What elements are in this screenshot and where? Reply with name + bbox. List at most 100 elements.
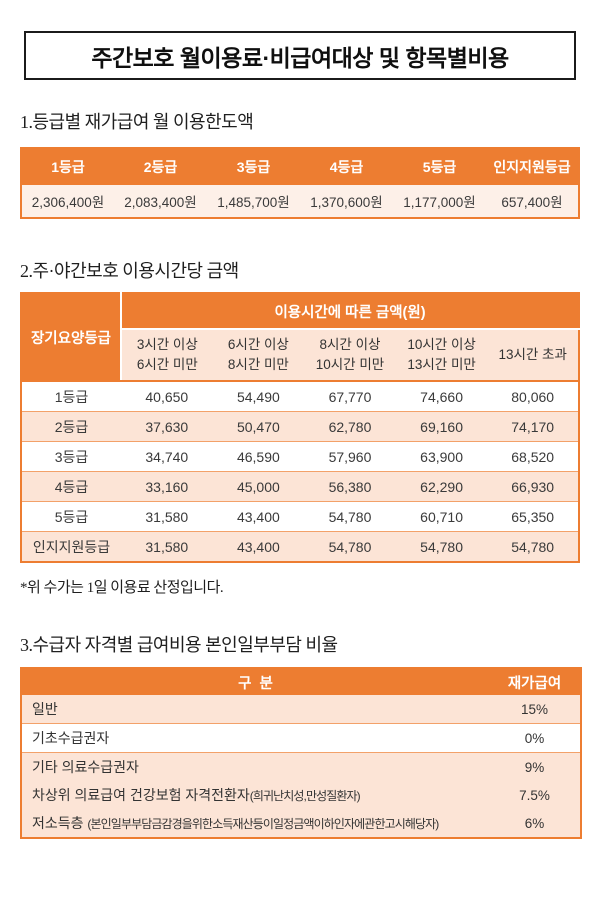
limit-value: 657,400원 [486, 185, 579, 218]
time-range-header: 13시간 초과 [487, 329, 579, 382]
table-row: 차상위 의료급여 건강보험 자격전환자(희귀난치성,만성질환자) 7.5% [21, 781, 581, 809]
page-title-box: 주간보호 월이용료·비급여대상 및 항목별비용 [24, 31, 576, 80]
grade-header: 5등급 [393, 148, 486, 185]
fee-value: 54,780 [487, 531, 579, 562]
document-page: 주간보호 월이용료·비급여대상 및 항목별비용 1.등급별 재가급여 월 이용한… [0, 31, 600, 839]
fee-value: 37,630 [121, 411, 213, 442]
grade-label: 5등급 [21, 501, 121, 532]
table-row: 인지지원등급 31,580 43,400 54,780 54,780 54,78… [21, 531, 579, 562]
table-row: 기초수급권자 0% [21, 723, 581, 753]
fee-value: 67,770 [304, 381, 396, 412]
grade-label: 인지지원등급 [21, 531, 121, 562]
category-sub-label: (희귀난치성,만성질환자) [249, 789, 361, 803]
table-row: 2,306,400원 2,083,400원 1,485,700원 1,370,6… [21, 185, 579, 218]
limit-value: 1,485,700원 [207, 185, 300, 218]
fee-value: 54,780 [395, 531, 488, 562]
fee-value: 74,660 [395, 381, 488, 412]
fee-value: 45,000 [212, 471, 305, 502]
fee-value: 68,520 [487, 441, 579, 472]
time-range-header: 6시간 이상 8시간 미만 [212, 329, 305, 382]
table-subheader-row: 3시간 이상 6시간 미만 6시간 이상 8시간 미만 8시간 이상 10시간 … [21, 329, 579, 382]
ratio-value: 0% [489, 723, 581, 753]
fee-value: 46,590 [212, 441, 305, 472]
time-range-line1: 13시간 초과 [498, 347, 567, 362]
ratio-value: 9% [489, 752, 581, 781]
limit-value: 2,306,400원 [21, 185, 114, 218]
fee-value: 62,290 [395, 471, 488, 502]
section1-heading: 1.등급별 재가급여 월 이용한도액 [20, 112, 254, 132]
time-range-header: 8시간 이상 10시간 미만 [304, 329, 396, 382]
fee-value: 33,160 [121, 471, 213, 502]
time-range-line1: 6시간 이상 [227, 337, 289, 352]
page-title: 주간보호 월이용료·비급여대상 및 항목별비용 [91, 44, 509, 71]
time-range-line2: 6시간 미만 [136, 357, 198, 372]
table-header-row: 1등급 2등급 3등급 4등급 5등급 인지지원등급 [21, 148, 579, 185]
table-row: 일반 15% [21, 695, 581, 724]
category-main-label: 차상위 의료급여 건강보험 자격전환자 [32, 787, 250, 803]
time-range-line2: 13시간 미만 [407, 357, 476, 372]
ratio-value: 7.5% [489, 781, 581, 809]
grade-header: 1등급 [21, 148, 114, 185]
limit-value: 1,177,000원 [393, 185, 486, 218]
fee-value: 65,350 [487, 501, 579, 532]
category-label: 저소득층 (본인일부부담금감경을위한소득재산등이일정금액이하인자에관한고시해당자… [21, 809, 489, 838]
table-row: 1등급 40,650 54,490 67,770 74,660 80,060 [21, 381, 579, 412]
table-row: 5등급 31,580 43,400 54,780 60,710 65,350 [21, 501, 579, 532]
category-main-label: 기초수급권자 [32, 730, 110, 746]
grade-header: 2등급 [114, 148, 207, 185]
category-main-label: 일반 [32, 701, 58, 717]
table-row: 4등급 33,160 45,000 56,380 62,290 66,930 [21, 471, 579, 502]
category-label: 기타 의료수급권자 [21, 752, 489, 781]
homecare-benefit-header: 재가급여 [489, 668, 581, 695]
category-main-label: 저소득층 [32, 815, 88, 831]
fee-value: 60,710 [395, 501, 488, 532]
fee-group-header: 이용시간에 따른 금액(원) [121, 293, 579, 330]
monthly-limit-table: 1등급 2등급 3등급 4등급 5등급 인지지원등급 2,306,400원 2,… [20, 147, 580, 219]
fee-value: 54,780 [304, 531, 396, 562]
limit-value: 1,370,600원 [300, 185, 393, 218]
limit-value: 2,083,400원 [114, 185, 207, 218]
fee-value: 43,400 [212, 531, 305, 562]
fee-value: 62,780 [304, 411, 396, 442]
category-main-label: 기타 의료수급권자 [32, 759, 139, 775]
category-label: 일반 [21, 695, 489, 724]
grade-label: 4등급 [21, 471, 121, 502]
grade-header: 3등급 [207, 148, 300, 185]
fee-value: 43,400 [212, 501, 305, 532]
category-label: 차상위 의료급여 건강보험 자격전환자(희귀난치성,만성질환자) [21, 781, 489, 809]
category-label: 기초수급권자 [21, 723, 489, 753]
fee-value: 34,740 [121, 441, 213, 472]
time-range-line1: 3시간 이상 [136, 337, 198, 352]
fee-value: 54,780 [304, 501, 396, 532]
table-row: 2등급 37,630 50,470 62,780 69,160 74,170 [21, 411, 579, 442]
copay-ratio-table: 구 분 재가급여 일반 15% 기초수급권자 0% 기타 의료수급권자 9% 차… [20, 667, 582, 839]
fee-value: 63,900 [395, 441, 488, 472]
fee-value: 31,580 [121, 531, 213, 562]
daily-fee-note: *위 수가는 1일 이용료 산정입니다. [20, 580, 224, 596]
ratio-value: 6% [489, 809, 581, 838]
grade-label: 1등급 [21, 381, 121, 412]
table-row: 3등급 34,740 46,590 57,960 63,900 68,520 [21, 441, 579, 472]
grade-label: 2등급 [21, 411, 121, 442]
fee-value: 54,490 [212, 381, 305, 412]
time-range-header: 3시간 이상 6시간 미만 [121, 329, 213, 382]
grade-header: 인지지원등급 [486, 148, 579, 185]
table-row: 저소득층 (본인일부부담금감경을위한소득재산등이일정금액이하인자에관한고시해당자… [21, 809, 581, 838]
grade-label: 3등급 [21, 441, 121, 472]
section3-heading: 3.수급자 자격별 급여비용 본인일부부담 비율 [20, 635, 338, 655]
grade-header: 4등급 [300, 148, 393, 185]
fee-value: 69,160 [395, 411, 488, 442]
category-sub-label: (본인일부부담금감경을위한소득재산등이일정금액이하인자에관한고시해당자) [87, 817, 439, 831]
fee-value: 57,960 [304, 441, 396, 472]
time-range-line2: 10시간 미만 [315, 357, 385, 372]
fee-value: 31,580 [121, 501, 213, 532]
fee-value: 40,650 [121, 381, 213, 412]
table-header-row: 장기요양등급 이용시간에 따른 금액(원) [21, 293, 579, 382]
fee-value: 80,060 [487, 381, 579, 412]
fee-value: 50,470 [212, 411, 305, 442]
category-header: 구 분 [21, 668, 489, 695]
section2-heading: 2.주·야간보호 이용시간당 금액 [20, 261, 239, 281]
fee-value: 56,380 [304, 471, 396, 502]
time-range-header: 10시간 이상 13시간 미만 [395, 329, 488, 382]
time-range-line1: 10시간 이상 [407, 337, 476, 352]
